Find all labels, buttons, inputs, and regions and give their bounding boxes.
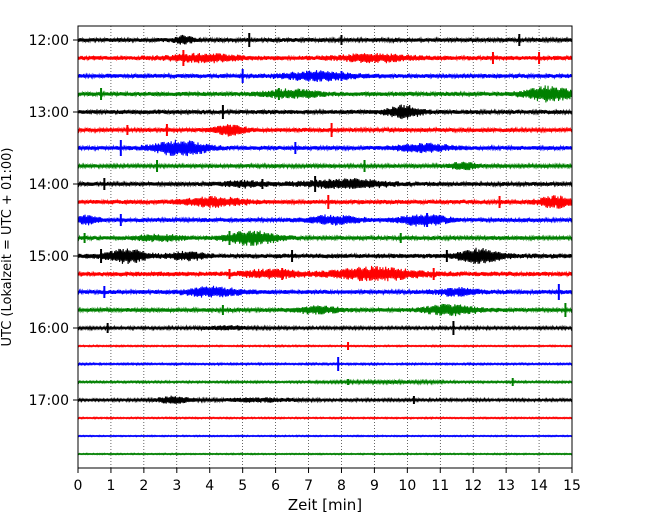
trace-row: [77, 265, 573, 282]
x-tick-label: 12: [464, 478, 482, 494]
trace-row: [77, 378, 573, 386]
y-tick-label: 16:00: [29, 321, 69, 337]
trace-row: [77, 139, 573, 157]
x-tick-label: 8: [337, 478, 346, 494]
x-tick-label: 3: [172, 478, 181, 494]
x-tick-label: 15: [563, 478, 581, 494]
trace-row: [77, 247, 573, 265]
trace-row: [77, 434, 573, 438]
x-tick-label: 6: [271, 478, 280, 494]
trace-row: [77, 50, 573, 66]
y-tick-label: 17:00: [29, 393, 69, 409]
x-tick-label: 11: [431, 478, 449, 494]
trace-row: [77, 195, 573, 209]
trace-row: [77, 395, 573, 405]
x-tick-label: 13: [497, 478, 515, 494]
trace-row: [77, 160, 573, 172]
y-tick-label: 13:00: [29, 105, 69, 121]
x-tick-label: 1: [106, 478, 115, 494]
trace-row: [77, 85, 573, 103]
trace-row: [77, 321, 573, 335]
y-tick-label: 12:00: [29, 33, 69, 49]
trace-row: [77, 284, 573, 300]
x-tick-label: 9: [370, 478, 379, 494]
y-tick-label: 15:00: [29, 249, 69, 265]
seismic-traces: [77, 33, 573, 456]
trace-row: [77, 123, 573, 137]
x-tick-label: 10: [398, 478, 416, 494]
trace-waveform: [77, 247, 573, 265]
x-tick-label: 5: [238, 478, 247, 494]
y-axis-label: UTC (Lokalzeit = UTC + 01:00): [0, 148, 15, 347]
x-tick-label: 4: [205, 478, 214, 494]
trace-row: [77, 33, 573, 47]
x-axis-label: Zeit [min]: [288, 496, 362, 514]
y-tick-label: 14:00: [29, 177, 69, 193]
x-tick-label: 0: [74, 478, 83, 494]
x-axis-ticks: 0 1 2 3 4 5 6 7 8 9 10 11 12 13 14 15: [74, 468, 581, 494]
x-tick-label: 2: [139, 478, 148, 494]
trace-row: [77, 303, 573, 317]
plot-frame: [77, 25, 573, 469]
trace-row: [77, 69, 573, 83]
trace-row: [77, 176, 573, 192]
x-tick-label: 14: [530, 478, 548, 494]
trace-row: [77, 213, 573, 227]
trace-row: [77, 416, 573, 420]
trace-row: [77, 452, 573, 456]
y-axis-ticks: 12:00 13:00 14:00 15:00 16:00 17:00: [29, 33, 78, 409]
x-tick-label: 7: [304, 478, 313, 494]
trace-row: [77, 342, 573, 350]
trace-row: [77, 104, 573, 120]
trace-row: [77, 357, 573, 371]
trace-row: [77, 230, 573, 246]
